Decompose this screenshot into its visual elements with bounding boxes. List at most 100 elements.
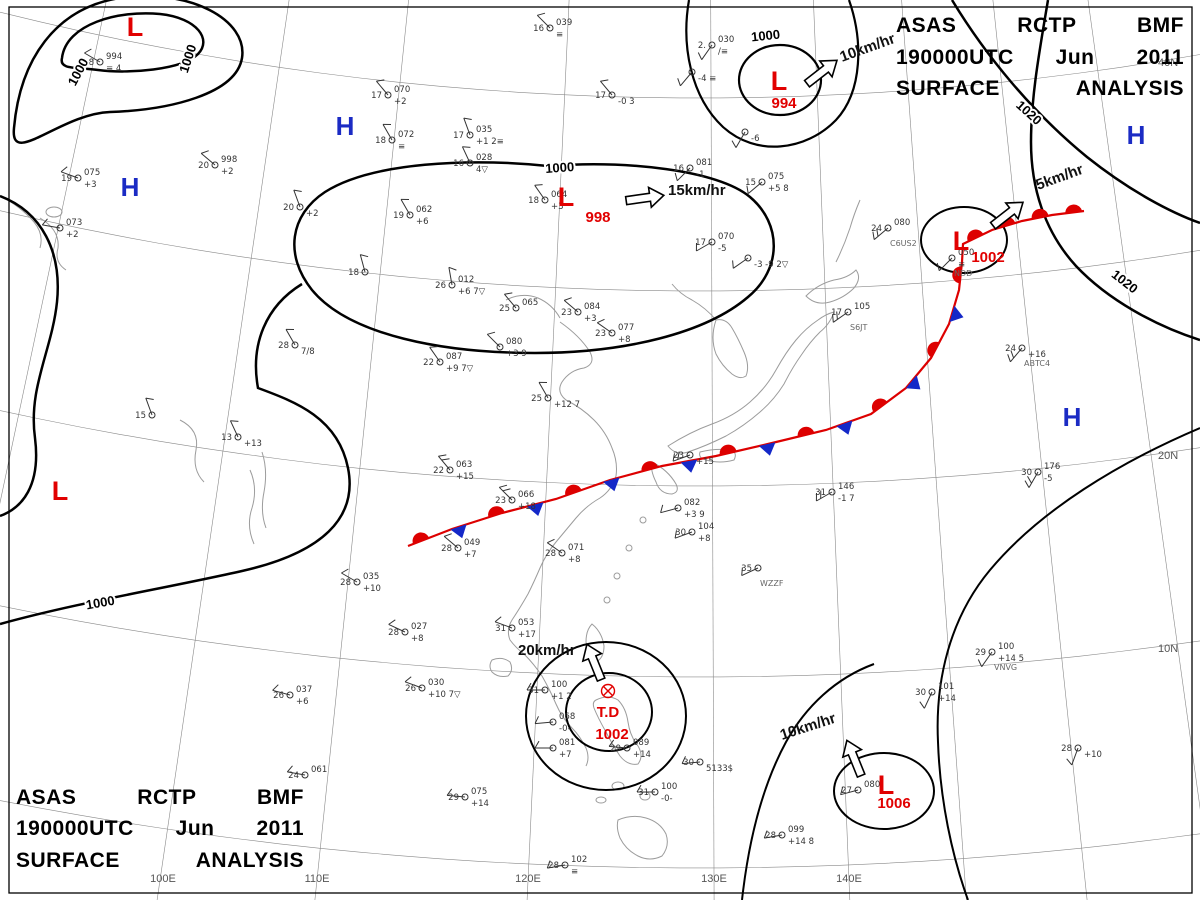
high-pressure-symbol: H	[1063, 402, 1082, 432]
longitude-line	[526, 0, 570, 900]
station-plot: 29 075 +14	[446, 787, 489, 809]
wind-barb-tick-icon	[462, 146, 471, 148]
warm-front-symbol	[927, 341, 940, 358]
station-pressure: 061	[311, 765, 327, 775]
latitude-label: 40N	[1158, 57, 1178, 69]
low-pressure-symbol: L	[878, 770, 895, 800]
wind-barb-icon	[733, 257, 749, 269]
cold-front-symbol	[905, 375, 921, 390]
station-temp: 17	[371, 91, 382, 101]
station-extra: ≡	[958, 260, 965, 270]
title-block-top-right: ASAS RCTP BMF 190000UTC Jun 2011 SURFACE…	[896, 10, 1184, 105]
station-circle-icon	[1074, 744, 1082, 752]
wind-barb-icon	[536, 14, 551, 29]
wind-barb-tick-icon	[526, 682, 532, 691]
station-circle-icon	[574, 308, 582, 316]
wind-barb-tick-icon	[660, 504, 664, 513]
station-pressure: 099	[788, 825, 804, 835]
pressure-center-L: L	[127, 12, 144, 42]
station-extra: +3 9	[684, 510, 705, 520]
coastline	[261, 451, 267, 529]
station-extra: +2	[66, 230, 79, 240]
station-temp: 25	[531, 394, 542, 404]
wind-barb-icon	[833, 311, 849, 323]
station-circle-icon	[754, 564, 762, 572]
coastline	[835, 199, 861, 263]
wind-barb-icon	[764, 834, 783, 839]
station-plot: 17 035 +1 2≡	[453, 117, 504, 147]
station-plot: 18	[348, 254, 369, 278]
station-circle-icon	[708, 238, 716, 246]
station-circle-icon	[96, 58, 104, 66]
low-pressure-symbol: L	[771, 66, 788, 96]
wind-barb-icon	[676, 167, 691, 182]
latitude-line	[0, 800, 1200, 869]
cold-front-symbol	[450, 524, 467, 539]
station-plot: 19 075 +3	[60, 166, 100, 190]
longitude-line	[0, 0, 107, 505]
wind-barb-tick-icon	[741, 567, 743, 576]
wind-barb-tick-icon	[919, 701, 925, 709]
station-circle-icon	[418, 684, 426, 692]
wind-barb-icon	[696, 241, 713, 252]
station-pressure: 080	[864, 780, 880, 790]
station-temp: 18	[83, 58, 94, 68]
wind-barb-icon	[547, 542, 563, 554]
wind-barb-tick-icon	[60, 166, 68, 173]
station-temp: 28	[548, 861, 559, 871]
station-plot: 18 994 ≡ 4	[83, 48, 122, 74]
isobar-line	[737, 43, 823, 117]
wind-barb-icon	[538, 382, 549, 399]
station-circle-icon	[508, 496, 516, 504]
wind-barb-icon	[376, 80, 389, 96]
pressure-value: 1006	[877, 795, 910, 812]
station-pressure: 039	[556, 18, 572, 28]
station-temp: 26	[435, 281, 446, 291]
wind-barb-tick-icon	[41, 218, 48, 226]
station-circle-icon	[448, 281, 456, 289]
station-extra: ≡ 4	[106, 64, 121, 74]
wind-barb-tick-icon	[697, 52, 703, 60]
wind-barb-tick-icon	[441, 458, 450, 461]
station-extra: +15	[696, 457, 714, 467]
station-plot: 28 099 +14 8	[763, 825, 814, 847]
wind-barb-icon	[447, 794, 466, 798]
station-pressure: 053	[518, 618, 534, 628]
chart-title-line1: ASAS RCTP BMF	[896, 14, 1184, 37]
station-plot: 20 998 +2	[198, 150, 237, 177]
wind-barb-icon	[200, 153, 216, 166]
station-temp: 28	[278, 341, 289, 351]
station-pressure: 035	[476, 125, 492, 135]
station-circle-icon	[688, 528, 696, 536]
wind-barb-icon	[461, 146, 471, 164]
station-temp: 13	[221, 433, 232, 443]
station-plot: 24 061	[286, 765, 327, 781]
isobar-line	[293, 161, 775, 355]
station-plot: 16 081 -1	[673, 158, 712, 182]
chart-title-line2: 190000UTC Jun 2011	[16, 817, 304, 840]
station-circle-icon	[708, 41, 716, 49]
chart-title-line2: 190000UTC Jun 2011	[896, 45, 1184, 69]
station-temp: 24	[871, 224, 882, 234]
wind-barb-icon	[60, 171, 79, 179]
wind-barb-icon	[145, 397, 153, 416]
wind-barb-icon	[1071, 747, 1079, 766]
station-plot: 082 +3 9	[660, 498, 705, 520]
coastline	[592, 696, 642, 765]
chart-title-line3: SURFACE ANALYSIS	[16, 848, 304, 872]
station-plot: 26 030 +10 7▽	[404, 676, 461, 700]
station-temp: 28	[545, 549, 556, 559]
wind-barb-icon	[682, 761, 701, 765]
station-temp: 28	[1061, 744, 1072, 754]
wind-barb-tick-icon	[404, 676, 412, 683]
station-extra: +8	[618, 335, 631, 345]
pressure-center-TD: T.D 1002	[595, 683, 629, 743]
pressure-center-H: H	[1127, 120, 1146, 150]
isobar-line	[525, 641, 688, 791]
longitude-line	[813, 0, 851, 900]
station-temp: 17	[831, 308, 842, 318]
station-temp: 17	[695, 238, 706, 248]
station-circle-icon	[884, 224, 892, 232]
wind-barb-icon	[938, 257, 953, 272]
